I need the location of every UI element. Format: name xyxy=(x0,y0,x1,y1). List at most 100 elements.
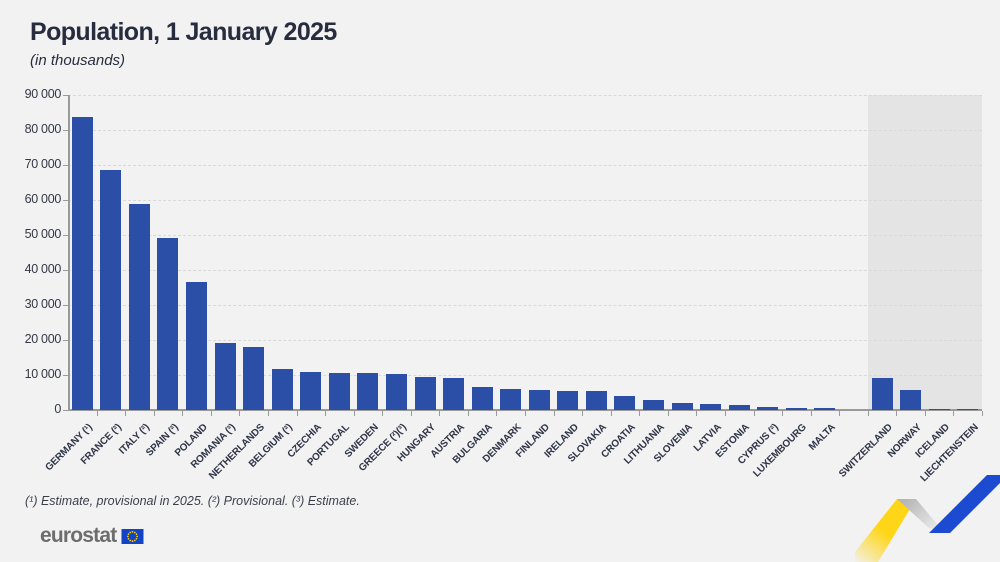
x-axis-tick xyxy=(96,411,98,416)
bar-malta xyxy=(814,407,836,410)
x-axis-tick xyxy=(696,411,698,416)
bar-lithuania xyxy=(643,399,665,410)
x-axis-tick xyxy=(982,411,983,416)
y-gridline xyxy=(68,270,982,271)
y-gridline xyxy=(68,235,982,236)
bar-estonia xyxy=(728,405,750,410)
x-axis-tick xyxy=(210,411,212,416)
y-gridline xyxy=(68,130,982,131)
y-axis-tick-label: 80 000 xyxy=(24,122,62,136)
x-axis-tick xyxy=(924,411,926,416)
x-axis-tick xyxy=(582,411,584,416)
footnotes: (¹) Estimate, provisional in 2025. (²) P… xyxy=(25,494,360,508)
y-axis-tick-label: 90 000 xyxy=(24,87,62,101)
bar-liechtenstein xyxy=(957,409,979,410)
bar-cyprus xyxy=(757,406,779,410)
x-axis-tick xyxy=(839,411,841,416)
y-axis-tick-label: 70 000 xyxy=(24,157,62,171)
bar-ireland xyxy=(557,390,579,410)
y-axis-tick-label: 50 000 xyxy=(24,227,62,241)
y-axis-tick xyxy=(63,235,68,236)
x-axis-tick xyxy=(182,411,184,416)
y-axis-tick xyxy=(63,375,68,376)
y-axis-tick xyxy=(63,270,68,271)
bar-france xyxy=(100,169,122,410)
x-axis-tick xyxy=(267,411,269,416)
chart-subtitle: (in thousands) xyxy=(30,52,126,69)
x-axis-tick xyxy=(239,411,241,416)
y-axis-tick-label: 0 xyxy=(54,402,61,416)
y-gridline xyxy=(68,340,982,341)
bar-slovakia xyxy=(585,391,607,410)
bar-latvia xyxy=(700,403,722,410)
x-axis-tick xyxy=(525,411,526,416)
bar-norway xyxy=(900,390,922,410)
bar-luxembourg xyxy=(785,407,807,410)
eurostat-ribbon-graphic xyxy=(855,475,1000,562)
bar-hungary xyxy=(414,376,436,410)
bar-italy xyxy=(128,203,150,410)
bar-portugal xyxy=(328,372,350,410)
y-axis-tick-label: 40 000 xyxy=(24,262,62,276)
x-axis-tick xyxy=(382,411,384,416)
x-axis-tick xyxy=(867,411,869,416)
x-axis-tick xyxy=(467,411,469,416)
bar-iceland xyxy=(928,408,950,410)
ribbon-gray-fold xyxy=(897,499,943,531)
y-axis-tick xyxy=(63,305,68,306)
bar-switzerland xyxy=(871,378,893,410)
x-axis-label: LIECHTENSTEIN xyxy=(918,422,981,485)
x-axis-tick xyxy=(153,411,155,416)
eurostat-logo: eurostat xyxy=(40,524,144,548)
bar-greece xyxy=(385,373,407,410)
y-gridline xyxy=(68,375,982,376)
eurostat-logo-text: eurostat xyxy=(40,524,117,547)
bar-sweden xyxy=(357,372,379,410)
bar-slovenia xyxy=(671,402,693,410)
bar-croatia xyxy=(614,396,636,410)
x-axis-tick xyxy=(953,411,955,416)
x-axis-label: MALTA xyxy=(806,422,838,453)
bar-belgium xyxy=(271,368,293,410)
y-axis-tick xyxy=(63,410,68,411)
x-axis-tick xyxy=(553,411,555,416)
bar-denmark xyxy=(500,389,522,410)
bar-finland xyxy=(528,390,550,410)
y-axis-tick xyxy=(63,95,68,96)
y-gridline xyxy=(68,95,982,96)
x-axis-tick xyxy=(496,411,498,416)
x-axis-tick xyxy=(667,411,669,416)
x-axis-tick xyxy=(439,411,441,416)
y-axis-tick-label: 60 000 xyxy=(24,192,62,206)
x-axis-tick xyxy=(782,411,784,416)
x-axis-tick xyxy=(724,411,726,416)
x-axis-tick xyxy=(810,411,812,416)
x-axis-tick xyxy=(325,411,327,416)
y-axis-tick-label: 30 000 xyxy=(24,297,62,311)
x-axis-tick xyxy=(296,411,298,416)
bar-poland xyxy=(186,282,208,410)
efta-countries-band xyxy=(867,95,982,409)
ribbon-yellow-stripe xyxy=(855,499,916,562)
y-axis xyxy=(68,95,70,410)
x-axis-tick xyxy=(353,411,355,416)
bar-bulgaria xyxy=(471,387,493,410)
x-axis xyxy=(68,409,982,411)
x-axis-tick xyxy=(610,411,612,416)
y-axis-tick-label: 10 000 xyxy=(24,367,62,381)
x-axis-tick xyxy=(410,411,412,416)
chart-title: Population, 1 January 2025 xyxy=(30,18,337,46)
x-axis-tick xyxy=(753,411,755,416)
y-gridline xyxy=(68,165,982,166)
ribbon-blue-stripe xyxy=(929,475,1000,533)
y-axis-tick xyxy=(63,340,68,341)
eu-flag-icon xyxy=(121,528,144,544)
x-axis-tick xyxy=(639,411,641,416)
bar-czechia xyxy=(300,371,322,410)
bar-romania xyxy=(214,343,236,410)
y-axis-tick xyxy=(63,200,68,201)
y-axis-tick xyxy=(63,165,68,166)
y-axis-tick-label: 20 000 xyxy=(24,332,62,346)
y-gridline xyxy=(68,200,982,201)
